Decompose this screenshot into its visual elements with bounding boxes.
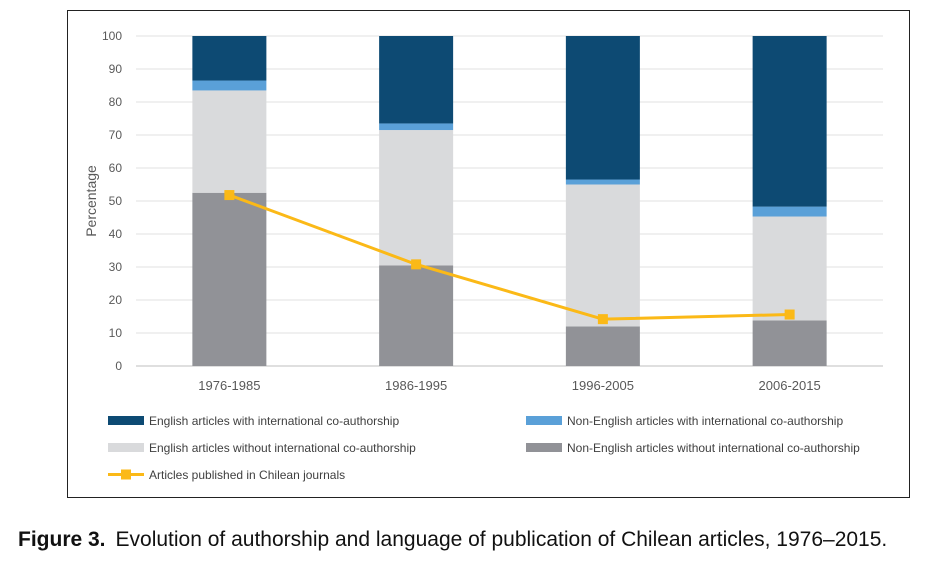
bar-segment — [565, 184, 640, 327]
y-tick-label: 90 — [109, 62, 123, 76]
y-tick-label: 40 — [109, 227, 123, 241]
bar-segment — [379, 123, 454, 131]
legend-label: Non-English articles without internation… — [567, 441, 860, 455]
x-tick-label: 1986-1995 — [385, 378, 447, 393]
bar-segment — [192, 90, 267, 193]
y-tick-label: 80 — [109, 95, 123, 109]
legend-swatch — [526, 443, 562, 452]
legend-label: Articles published in Chilean journals — [149, 468, 345, 482]
legend-label: English articles with international co-a… — [149, 414, 399, 428]
line-series — [228, 193, 790, 321]
y-tick-label: 30 — [109, 260, 123, 274]
bar-segment — [192, 36, 267, 81]
line-marker — [597, 314, 608, 325]
y-tick-label: 100 — [102, 29, 122, 43]
bar-segment — [565, 326, 640, 366]
caption-label: Figure 3. — [18, 528, 106, 551]
bar-segment — [752, 320, 827, 366]
bar-segment — [192, 80, 267, 91]
figure-caption: Figure 3. Evolution of authorship and lan… — [18, 528, 887, 552]
y-tick-label: 60 — [109, 161, 123, 175]
line-marker — [784, 309, 795, 320]
x-tick-label: 1976-1985 — [198, 378, 260, 393]
bar-segment — [752, 206, 827, 217]
bar-segment — [752, 36, 827, 207]
y-tick-label: 10 — [109, 326, 123, 340]
legend-swatch — [526, 416, 562, 425]
legend-label: English articles without international c… — [149, 441, 416, 455]
bar-segment — [379, 36, 454, 124]
legend-swatch — [108, 443, 144, 452]
line-marker — [224, 190, 235, 201]
bar-segment — [565, 36, 640, 180]
bar-segment — [379, 130, 454, 266]
caption-text: Evolution of authorship and language of … — [115, 528, 888, 551]
y-axis-label: Percentage — [83, 165, 99, 237]
chart-frame: 0 10 20 30 40 50 60 70 80 90 100 Percentage 1976-198… — [67, 10, 910, 498]
legend-swatch — [108, 416, 144, 425]
y-tick-label: 50 — [109, 194, 123, 208]
stacked-bar-chart: 0 10 20 30 40 50 60 70 80 90 100 Percentage 1976-198… — [83, 29, 883, 482]
y-tick-label: 20 — [109, 293, 123, 307]
y-tick-label: 70 — [109, 128, 123, 142]
legend-label: Non-English articles with international … — [567, 414, 843, 428]
legend-swatch-marker — [121, 469, 131, 480]
bar-segment — [752, 216, 827, 321]
bar-segment — [379, 265, 454, 366]
x-tick-label: 1996-2005 — [572, 378, 634, 393]
y-tick-label: 0 — [115, 359, 122, 373]
bar-segment — [565, 179, 640, 185]
line-marker — [411, 259, 422, 270]
bar-segment — [192, 192, 267, 366]
x-tick-label: 2006-2015 — [759, 378, 821, 393]
